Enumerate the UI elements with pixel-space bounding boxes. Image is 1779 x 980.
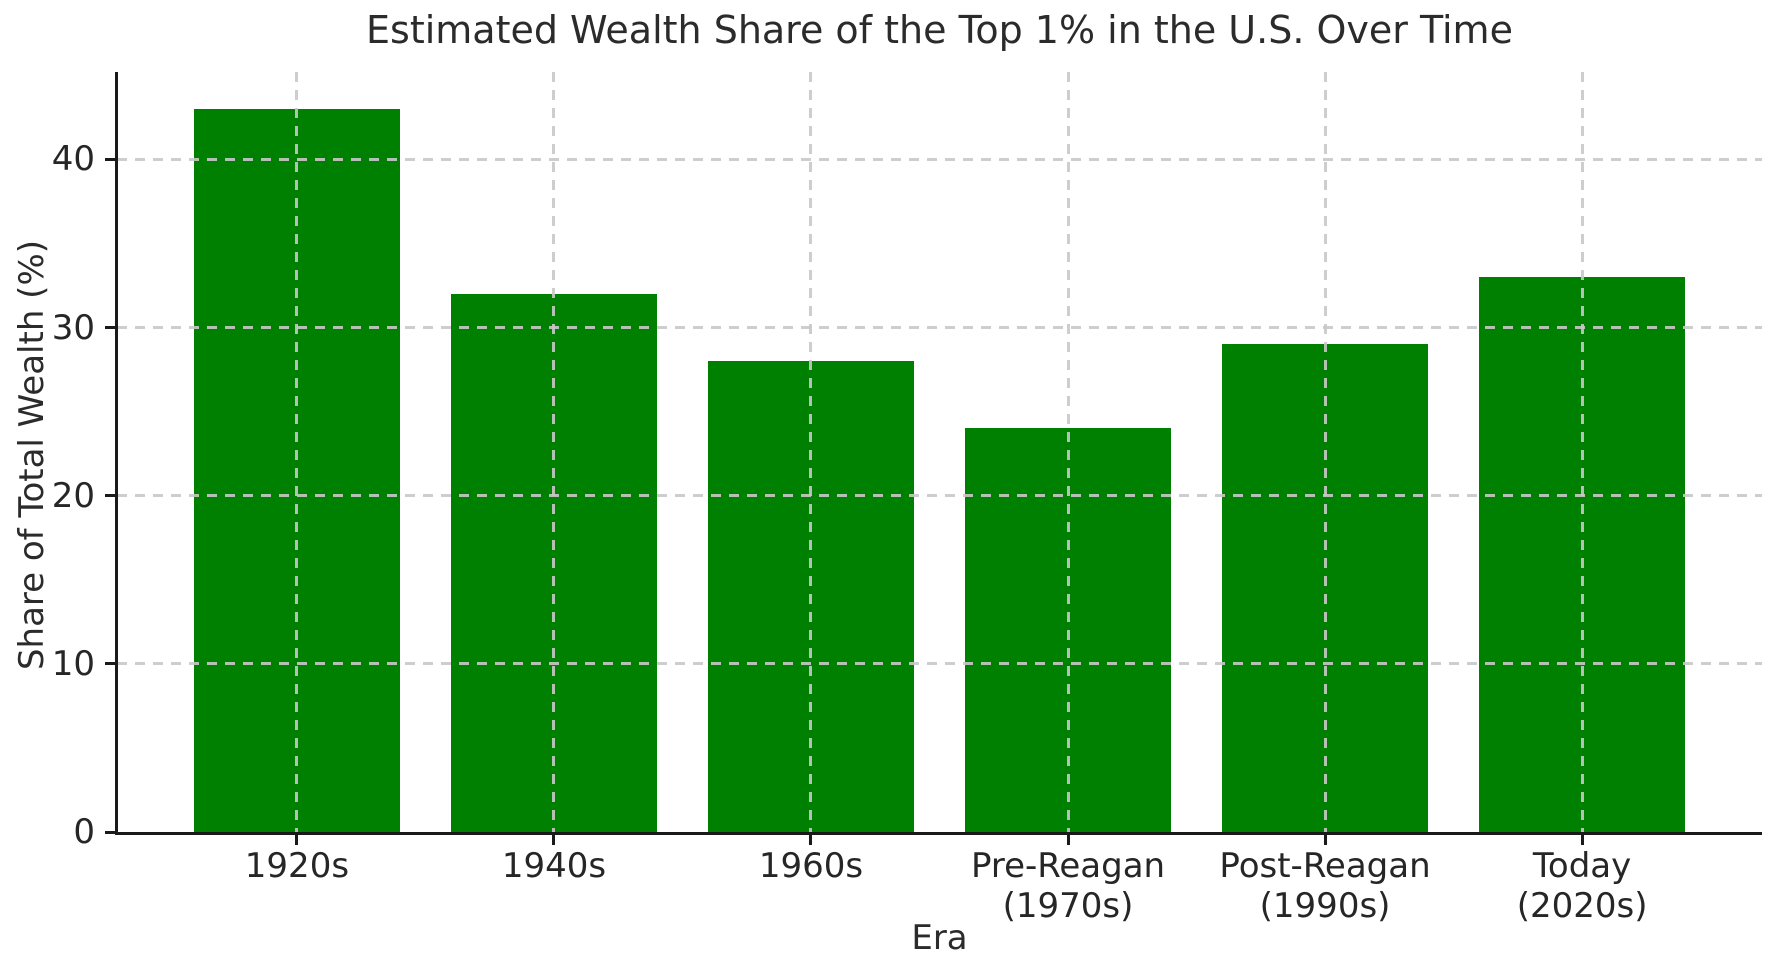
gridline-vertical (1323, 72, 1327, 832)
x-tick-label: Today (2020s) (1516, 846, 1648, 927)
gridline-vertical (552, 72, 556, 832)
x-tick-label: Post-Reagan (1990s) (1219, 846, 1431, 927)
x-tick-label: 1940s (501, 846, 607, 886)
y-tick-mark (105, 830, 115, 834)
y-tick-label: 30 (51, 307, 95, 348)
y-tick-label: 0 (73, 812, 95, 852)
x-tick-mark (1580, 835, 1584, 845)
x-tick-label: 1960s (758, 846, 864, 886)
y-tick-mark (105, 326, 115, 330)
x-axis-label: Era (911, 918, 968, 958)
gridline-vertical (295, 72, 299, 832)
y-axis-spine (115, 72, 118, 835)
y-tick-mark (105, 494, 115, 498)
y-tick-label: 40 (51, 139, 95, 180)
x-tick-label: 1920s (244, 846, 350, 886)
x-tick-mark (1323, 835, 1327, 845)
chart-title: Estimated Wealth Share of the Top 1% in … (366, 8, 1513, 52)
y-tick-label: 20 (51, 475, 95, 516)
x-tick-mark (1066, 835, 1070, 845)
gridline-horizontal (117, 494, 1762, 498)
y-axis-label: Share of Total Wealth (%) (12, 239, 52, 671)
gridline-vertical (1066, 72, 1070, 832)
y-tick-label: 10 (51, 643, 95, 684)
y-tick-mark (105, 662, 115, 666)
gridline-vertical (1580, 72, 1584, 832)
y-tick-mark (105, 157, 115, 161)
x-tick-label: Pre-Reagan (1970s) (970, 846, 1166, 927)
x-tick-mark (295, 835, 299, 845)
gridline-horizontal (117, 326, 1762, 330)
gridline-vertical (809, 72, 813, 832)
gridline-horizontal (117, 662, 1762, 666)
gridline-horizontal (117, 157, 1762, 161)
x-tick-mark (552, 835, 556, 845)
plot-area (117, 72, 1762, 832)
x-axis-spine (115, 832, 1762, 835)
x-tick-mark (809, 835, 813, 845)
